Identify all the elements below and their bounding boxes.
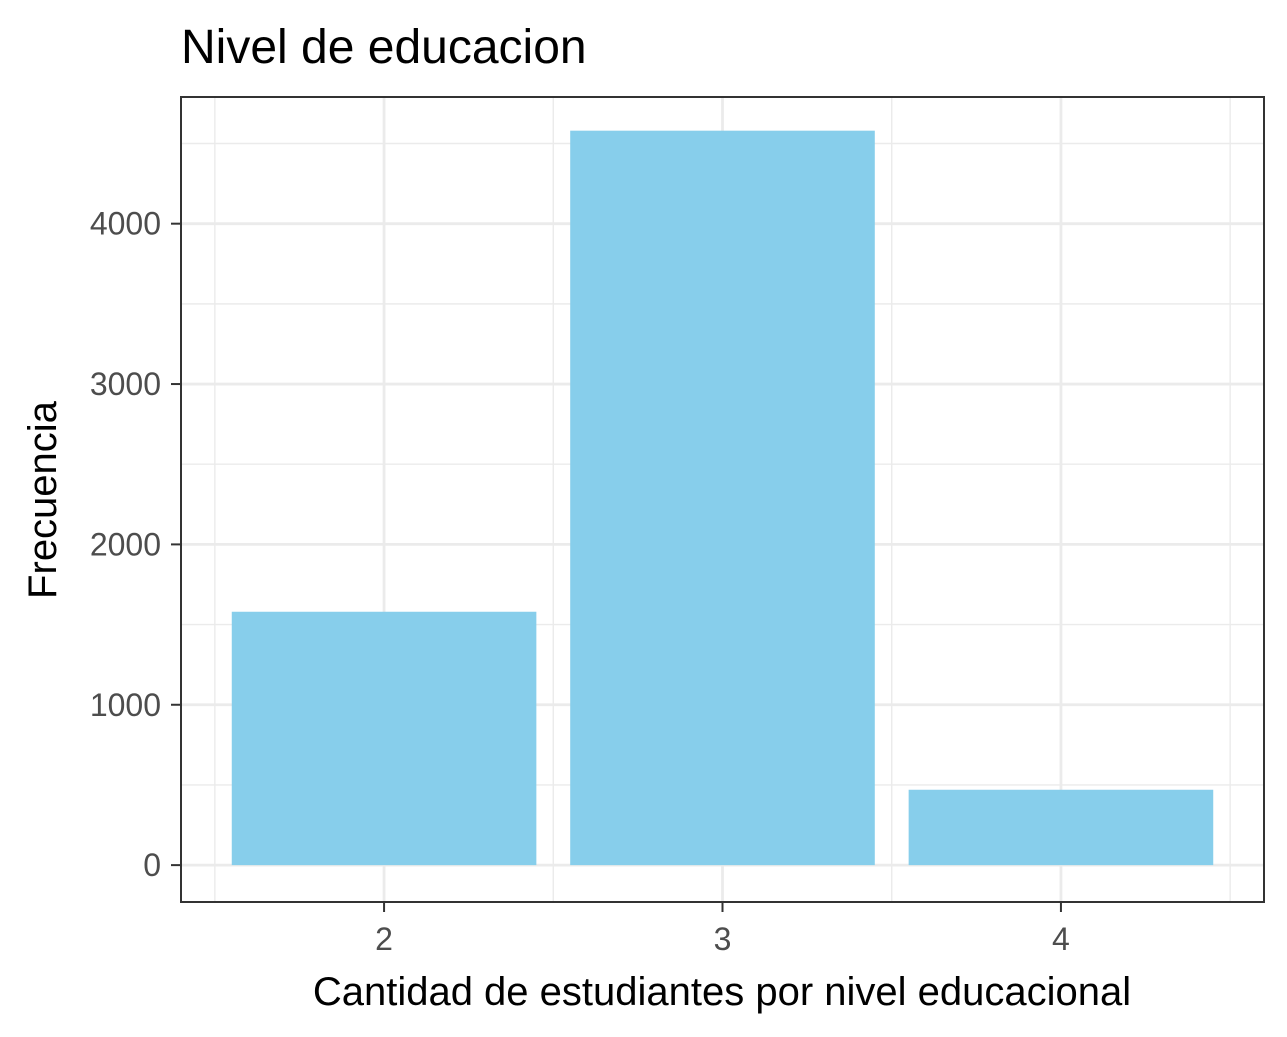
y-tick-label: 2000 bbox=[90, 526, 161, 562]
bars bbox=[231, 130, 1214, 866]
y-tick-label: 0 bbox=[143, 847, 161, 883]
x-tick-label: 2 bbox=[375, 921, 393, 957]
x-tick-label: 4 bbox=[1052, 921, 1070, 957]
x-axis-title: Cantidad de estudiantes por nivel educac… bbox=[313, 970, 1131, 1014]
bar-2 bbox=[231, 611, 537, 866]
x-axis: 2 3 4 bbox=[375, 902, 1070, 957]
y-tick-label: 3000 bbox=[90, 366, 161, 402]
chart-title: Nivel de educacion bbox=[181, 21, 587, 74]
bar-4 bbox=[908, 789, 1214, 866]
y-axis: 0 1000 2000 3000 4000 bbox=[90, 206, 181, 883]
y-tick-label: 4000 bbox=[90, 206, 161, 242]
y-tick-label: 1000 bbox=[90, 687, 161, 723]
bar-3 bbox=[570, 130, 875, 866]
x-tick-label: 3 bbox=[714, 921, 732, 957]
y-axis-title: Frecuencia bbox=[21, 400, 65, 599]
